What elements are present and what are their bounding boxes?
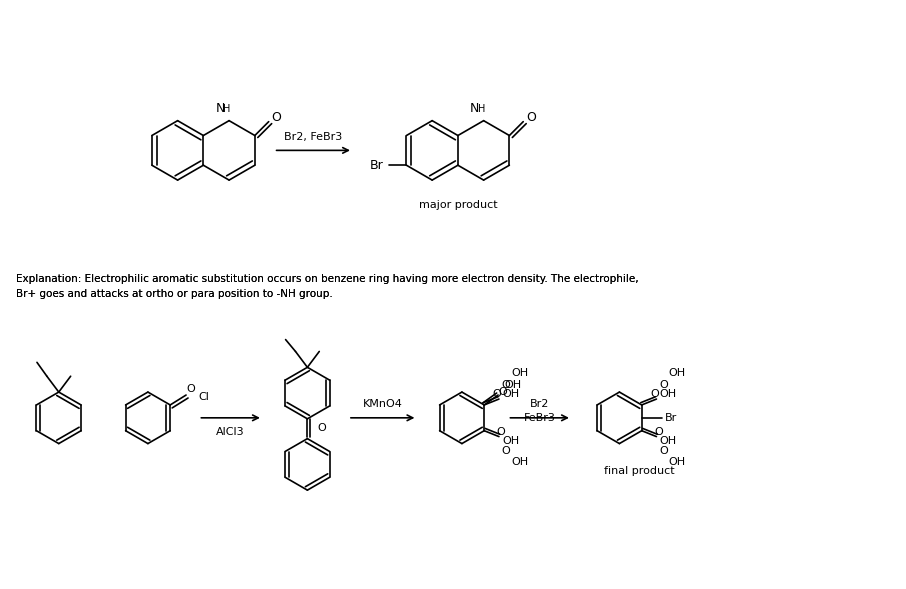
Text: OH: OH [502,436,519,446]
Text: O: O [317,423,325,433]
Text: OH: OH [504,380,521,390]
Text: Explanation: Electrophilic aromatic substitution occurs on benzene ring having m: Explanation: Electrophilic aromatic subs… [16,274,639,284]
Text: O: O [493,389,502,399]
Text: O: O [654,427,662,437]
Text: Br2: Br2 [530,399,549,409]
Text: Br2, FeBr3: Br2, FeBr3 [284,131,342,141]
Text: O: O [502,380,510,390]
Text: H: H [478,104,486,114]
Text: O: O [187,384,196,394]
Text: final product: final product [604,466,675,477]
Text: OH: OH [502,389,519,399]
Text: H: H [224,104,231,114]
Text: O: O [496,427,506,437]
Text: Explanation: Electrophilic aromatic substitution occurs on benzene ring having m: Explanation: Electrophilic aromatic subs… [16,274,639,284]
Text: FeBr3: FeBr3 [524,413,555,423]
Text: OH: OH [511,458,528,468]
Text: O: O [502,445,510,455]
Text: O: O [651,389,659,399]
Text: Br+ goes and attacks at ortho or para position to -NH group.: Br+ goes and attacks at ortho or para po… [16,289,333,299]
Text: Br: Br [370,158,383,172]
Text: OH: OH [669,368,686,378]
Text: Br: Br [665,413,678,423]
Text: AlCl3: AlCl3 [217,426,245,436]
Text: O: O [660,445,668,455]
Text: O: O [660,380,668,390]
Text: Br+ goes and attacks at ortho or para position to -NH group.: Br+ goes and attacks at ortho or para po… [16,289,333,299]
Text: O: O [498,386,507,396]
Text: KMnO4: KMnO4 [362,399,402,409]
Text: Cl: Cl [198,392,209,402]
Text: O: O [526,111,536,124]
Text: OH: OH [660,389,677,399]
Text: OH: OH [660,436,677,446]
Text: OH: OH [511,368,528,378]
Text: OH: OH [669,458,686,468]
Text: N: N [216,102,225,115]
Text: major product: major product [419,200,497,210]
Text: N: N [470,102,479,115]
Text: O: O [272,111,282,124]
